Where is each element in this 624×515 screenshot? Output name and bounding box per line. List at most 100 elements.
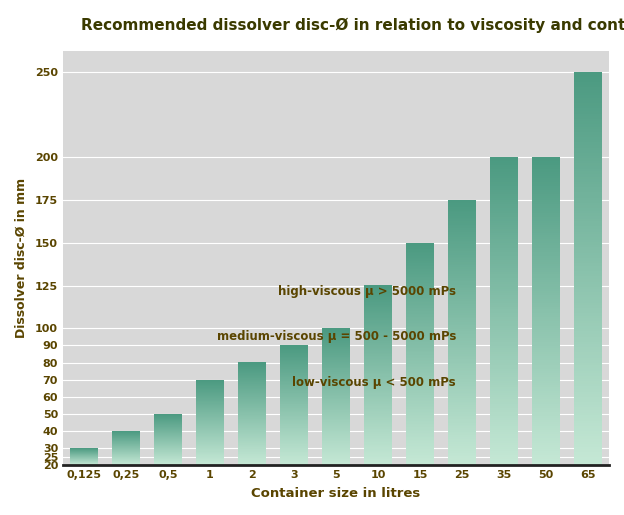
Bar (280, 375, 308, 376)
Bar (197, 463, 223, 464)
Bar (280, 463, 308, 464)
Bar (532, 385, 560, 387)
Bar (323, 377, 349, 379)
Bar (406, 367, 434, 369)
Bar (406, 318, 434, 320)
Bar (490, 356, 518, 358)
Bar (197, 443, 223, 444)
Bar (364, 328, 392, 329)
Bar (238, 403, 266, 404)
Bar (364, 296, 392, 298)
Bar (364, 348, 392, 349)
Bar (197, 449, 223, 450)
Bar (448, 371, 475, 373)
Bar (448, 280, 475, 281)
Bar (406, 335, 434, 336)
Bar (238, 453, 266, 454)
Bar (574, 455, 602, 457)
Bar (574, 339, 602, 342)
Bar (280, 353, 308, 354)
Bar (448, 349, 475, 350)
Bar (280, 456, 308, 457)
Bar (364, 445, 392, 446)
Bar (280, 406, 308, 407)
Bar (323, 432, 349, 433)
Bar (280, 418, 308, 419)
Bar (574, 93, 602, 95)
Bar (448, 365, 475, 366)
Bar (406, 352, 434, 354)
Bar (532, 325, 560, 328)
Bar (448, 407, 475, 408)
Bar (280, 396, 308, 397)
Bar (238, 409, 266, 410)
Bar (238, 404, 266, 405)
Bar (238, 392, 266, 393)
Bar (280, 357, 308, 358)
Bar (448, 227, 475, 228)
Bar (238, 401, 266, 402)
Bar (197, 450, 223, 451)
Bar (197, 429, 223, 430)
Bar (406, 264, 434, 265)
Bar (574, 137, 602, 140)
Bar (364, 303, 392, 305)
Bar (448, 274, 475, 276)
Bar (197, 444, 223, 445)
Bar (490, 453, 518, 455)
Bar (406, 357, 434, 358)
Bar (490, 288, 518, 290)
Bar (323, 365, 349, 366)
Bar (448, 339, 475, 341)
Bar (323, 423, 349, 424)
Bar (364, 463, 392, 464)
Bar (197, 433, 223, 434)
Bar (448, 225, 475, 227)
Bar (406, 366, 434, 367)
Bar (323, 363, 349, 364)
Bar (406, 338, 434, 339)
Bar (406, 321, 434, 323)
Bar (280, 373, 308, 374)
Bar (197, 440, 223, 441)
Bar (280, 427, 308, 428)
Bar (280, 421, 308, 422)
Bar (280, 409, 308, 410)
Bar (238, 430, 266, 431)
Bar (323, 362, 349, 363)
Bar (406, 262, 434, 264)
Bar (280, 397, 308, 398)
Bar (364, 431, 392, 432)
Bar (448, 402, 475, 403)
Bar (532, 274, 560, 276)
Bar (323, 358, 349, 359)
Bar (406, 372, 434, 373)
Bar (448, 325, 475, 327)
Bar (280, 432, 308, 433)
Bar (448, 272, 475, 274)
Bar (574, 82, 602, 84)
Bar (406, 403, 434, 404)
Bar (448, 419, 475, 421)
Bar (197, 417, 223, 418)
Bar (323, 418, 349, 419)
Bar (364, 295, 392, 296)
Bar (574, 308, 602, 311)
Bar (364, 325, 392, 326)
Bar (574, 444, 602, 447)
X-axis label: Container size in litres: Container size in litres (251, 487, 421, 500)
Bar (406, 440, 434, 441)
Bar (238, 423, 266, 424)
Bar (364, 423, 392, 424)
Bar (323, 347, 349, 348)
Bar (574, 242, 602, 245)
Bar (490, 280, 518, 282)
Bar (448, 320, 475, 322)
Bar (532, 451, 560, 453)
Bar (238, 408, 266, 409)
Bar (364, 457, 392, 458)
Bar (490, 237, 518, 239)
Bar (532, 444, 560, 447)
Bar (280, 387, 308, 388)
Bar (406, 419, 434, 421)
